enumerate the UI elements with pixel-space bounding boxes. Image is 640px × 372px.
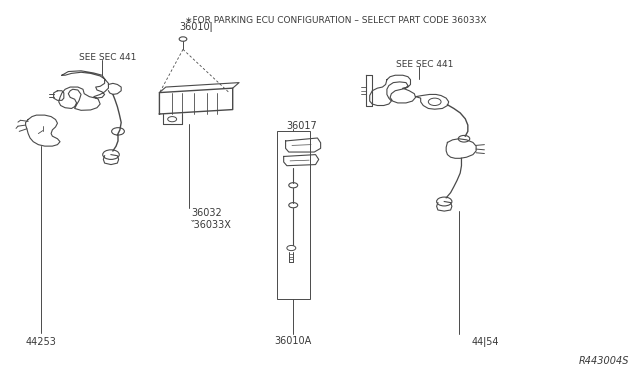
Text: SEE SEC 441: SEE SEC 441 — [79, 53, 136, 62]
Text: ∗FOR PARKING ECU CONFIGURATION – SELECT PART CODE 36033X: ∗FOR PARKING ECU CONFIGURATION – SELECT … — [185, 16, 486, 25]
Text: ‶36033X: ‶36033X — [191, 220, 232, 230]
Text: 36017: 36017 — [287, 121, 317, 131]
Text: 36032: 36032 — [191, 208, 222, 218]
Text: SEE SEC 441: SEE SEC 441 — [396, 60, 454, 69]
Text: 44253: 44253 — [26, 337, 56, 347]
Text: R443004S: R443004S — [579, 356, 629, 366]
Text: 44ǀ54: 44ǀ54 — [472, 337, 499, 347]
Text: 36010A: 36010A — [275, 336, 312, 346]
Text: 36010ǀ: 36010ǀ — [179, 22, 212, 32]
